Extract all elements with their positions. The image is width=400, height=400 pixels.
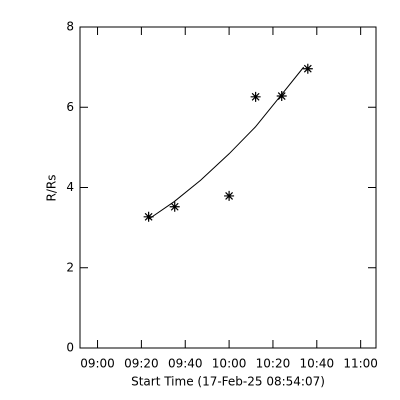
- data-point: [302, 63, 313, 74]
- y-tick-label: 6: [66, 100, 74, 114]
- y-tick-label: 0: [66, 341, 74, 355]
- data-point: [224, 190, 235, 201]
- x-tick-label: 09:40: [168, 357, 203, 371]
- plot-frame: [79, 26, 377, 349]
- data-point: [276, 91, 287, 102]
- data-point: [143, 211, 154, 222]
- data-point: [250, 91, 261, 102]
- x-tick-label: 10:00: [212, 357, 247, 371]
- y-tick-label: 4: [66, 180, 74, 194]
- x-tick-label: 09:00: [80, 357, 115, 371]
- y-axis-label: R/Rs: [45, 175, 59, 202]
- x-axis-label: Start Time (17-Feb-25 08:54:07): [131, 375, 325, 389]
- x-tick-label: 10:40: [300, 357, 335, 371]
- fit-curve: [147, 66, 305, 221]
- x-tick-label: 10:20: [256, 357, 291, 371]
- y-tick-label: 2: [66, 260, 74, 274]
- data-point: [169, 201, 180, 212]
- x-tick-label: 09:20: [124, 357, 159, 371]
- y-tick-label: 8: [66, 20, 74, 34]
- x-tick-label: 11:00: [343, 357, 378, 371]
